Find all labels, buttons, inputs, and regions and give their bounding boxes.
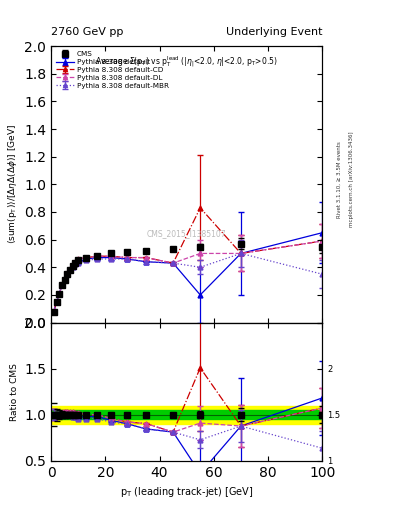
Y-axis label: $\langle$sum(p$_{\rm T}$)$\rangle$/$[\Delta\eta\Delta(\Delta\phi)]$ [GeV]: $\langle$sum(p$_{\rm T}$)$\rangle$/$[\De…	[6, 124, 18, 244]
Y-axis label: Ratio to CMS: Ratio to CMS	[10, 362, 19, 421]
Legend: CMS, Pythia 8.308 default, Pythia 8.308 default-CD, Pythia 8.308 default-DL, Pyt: CMS, Pythia 8.308 default, Pythia 8.308 …	[55, 50, 171, 90]
Text: Underlying Event: Underlying Event	[226, 27, 322, 37]
Text: mcplots.cern.ch [arXiv:1306.3436]: mcplots.cern.ch [arXiv:1306.3436]	[349, 132, 354, 227]
Text: 2760 GeV pp: 2760 GeV pp	[51, 27, 123, 37]
Text: Average $\Sigma$(p$_{\rm T}$) vs p$_{\rm T}^{\rm lead}$ ($|\eta_{\rm|}$<2.0, $\e: Average $\Sigma$(p$_{\rm T}$) vs p$_{\rm…	[95, 54, 278, 70]
Bar	[51, 410, 322, 419]
Text: CMS_2015_I1385107: CMS_2015_I1385107	[147, 229, 226, 239]
Text: Rivet 3.1.10, ≥ 3.5M events: Rivet 3.1.10, ≥ 3.5M events	[336, 141, 341, 218]
X-axis label: p$_{\rm T}$ (leading track-jet) [GeV]: p$_{\rm T}$ (leading track-jet) [GeV]	[120, 485, 253, 499]
Bar	[51, 406, 322, 424]
